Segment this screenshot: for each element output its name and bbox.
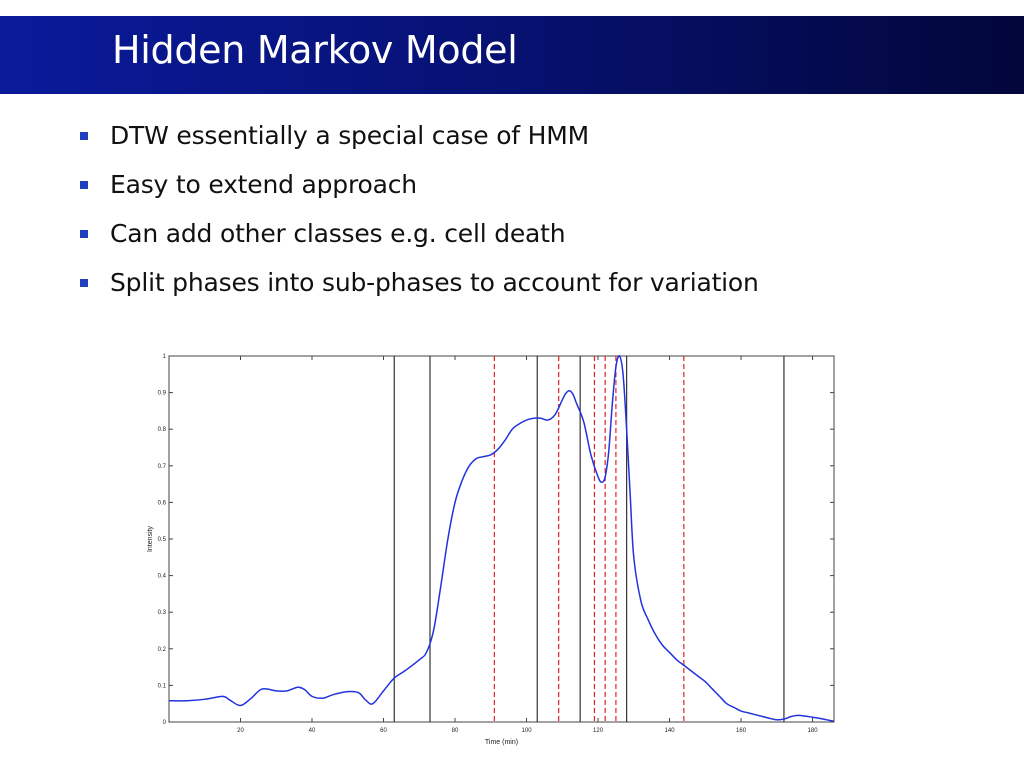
- bullet-item: Split phases into sub-phases to account …: [80, 265, 759, 314]
- square-bullet-icon: [80, 181, 88, 189]
- x-tick-label: 40: [309, 728, 316, 734]
- y-tick-label: 0.3: [158, 610, 167, 616]
- intensity-chart: 20 40 60 80 100 120 140 160 180 0 0.1 0.2 0.3 0.4 0.5 0…: [147, 354, 835, 746]
- bullet-item: DTW essentially a special case of HMM: [80, 118, 759, 167]
- y-tick-label: 0.5: [158, 537, 167, 543]
- y-tick-label: 0.8: [158, 427, 167, 433]
- x-tick-label: 180: [808, 728, 819, 734]
- y-tick-label: 0.9: [158, 391, 167, 397]
- x-tick-label: 140: [665, 728, 676, 734]
- x-tick-label: 60: [380, 728, 387, 734]
- slide-title: Hidden Markov Model: [112, 28, 518, 72]
- intensity-series-line: [168, 355, 835, 723]
- x-tick-label: 120: [593, 728, 604, 734]
- bullet-text: Split phases into sub-phases to account …: [110, 268, 759, 297]
- y-tick-label: 0.6: [158, 500, 167, 506]
- y-tick-label: 0.1: [158, 683, 167, 689]
- bullet-text: Can add other classes e.g. cell death: [110, 219, 566, 248]
- x-axis-label: Time (min): [485, 739, 518, 746]
- x-tick-label: 80: [452, 728, 459, 734]
- y-tick-label: 0.2: [158, 647, 167, 653]
- plot-frame: [168, 355, 835, 723]
- square-bullet-icon: [80, 230, 88, 238]
- bullet-text: Easy to extend approach: [110, 170, 417, 199]
- y-tick-label: 1: [163, 354, 167, 360]
- title-bar: [0, 16, 1024, 94]
- square-bullet-icon: [80, 279, 88, 287]
- bullet-item: Can add other classes e.g. cell death: [80, 216, 759, 265]
- x-tick-label: 100: [522, 728, 533, 734]
- y-tick-label: 0: [163, 720, 167, 726]
- y-tick-label: 0.4: [158, 574, 167, 580]
- y-tick-label: 0.7: [158, 464, 167, 470]
- bullet-item: Easy to extend approach: [80, 167, 759, 216]
- x-tick-label: 20: [237, 728, 244, 734]
- bullet-text: DTW essentially a special case of HMM: [110, 121, 589, 150]
- bullet-list: DTW essentially a special case of HMM Ea…: [80, 118, 759, 314]
- square-bullet-icon: [80, 132, 88, 140]
- x-tick-label: 160: [736, 728, 747, 734]
- y-axis-label: Intensity: [147, 525, 154, 552]
